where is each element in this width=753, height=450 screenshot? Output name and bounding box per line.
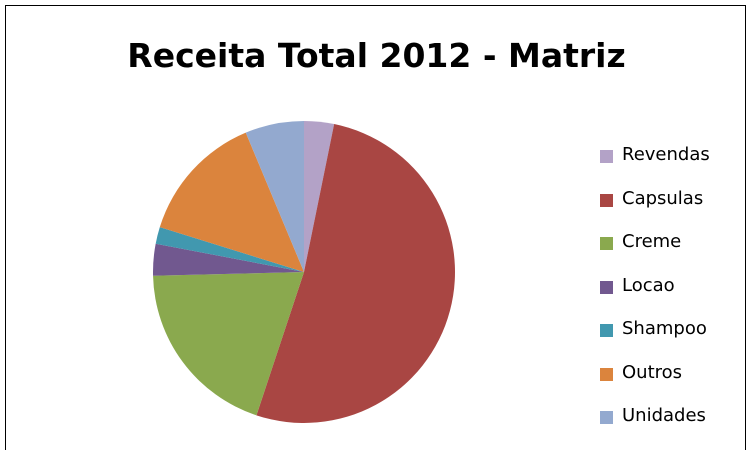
legend-swatch [600, 324, 613, 337]
legend-swatch [600, 237, 613, 250]
legend-swatch [600, 150, 613, 163]
pie-slice-locao [153, 243, 304, 276]
legend-label: Creme [622, 231, 682, 252]
legend-label: Unidades [622, 405, 706, 426]
legend-label: Revendas [622, 144, 710, 165]
pie-slice-revendas [304, 121, 335, 272]
legend-label: Capsulas [622, 187, 704, 209]
legend-swatch [600, 411, 613, 424]
pie-slice-outros [159, 132, 304, 272]
legend-label: Shampoo [622, 318, 707, 339]
legend-label: Outros [622, 361, 683, 383]
chart-title: Receita Total 2012 - Matriz [127, 36, 626, 75]
pie-slice-unidades [245, 121, 304, 272]
legend-swatch [600, 193, 613, 207]
legend-swatch [600, 280, 613, 294]
pie-slice-shampoo [155, 227, 304, 272]
legend-swatch [600, 367, 613, 381]
pie-slice-capsulas [256, 124, 456, 424]
legend-label: Locao [622, 274, 675, 296]
pie-slice-creme [153, 272, 304, 416]
